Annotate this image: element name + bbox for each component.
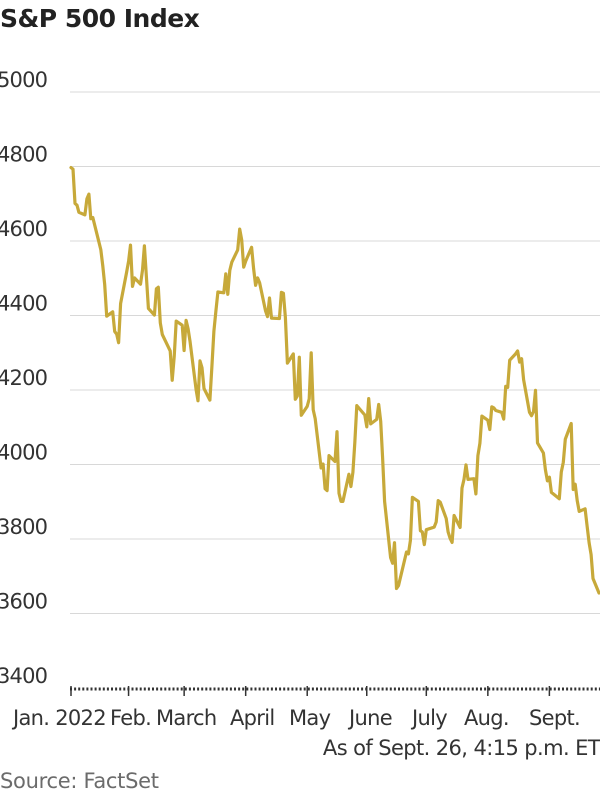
y-tick-label: 4400 [0,292,47,316]
source-note: Source: FactSet [0,769,159,793]
x-month-label: May [289,706,331,730]
y-tick-label: 4200 [0,366,47,390]
y-tick-label: 3600 [0,590,47,614]
sp500-line-chart: 5000 4800 4600 4400 4200 4000 3800 3600 3400 Jan… [0,68,600,730]
y-tick-label: 4800 [0,143,47,167]
gridlines [70,91,600,614]
x-month-label: Aug. [464,706,509,730]
y-tick-label: 3400 [0,664,47,688]
series-group [69,166,600,595]
x-month-label: April [230,706,275,730]
x-month-label: March [156,706,217,730]
chart-title: S&P 500 Index [0,4,200,33]
x-month-label: Jan. 2022 [11,706,106,730]
y-tick-label: 4600 [0,217,47,241]
y-tick-label: 4000 [0,441,47,465]
x-axis [70,686,600,696]
x-month-label: July [410,706,447,730]
as-of-note: As of Sept. 26, 4:15 p.m. ET [322,736,600,760]
x-month-labels: Jan. 2022 Feb. March April May June July Aug. Se… [11,706,581,730]
y-tick-label: 3800 [0,515,47,539]
y-tick-label: 5000 [0,68,47,92]
x-month-label: Feb. [110,706,151,730]
y-tick-labels: 5000 4800 4600 4400 4200 4000 3800 3600 3400 [0,68,48,688]
sp500-series-line [69,166,600,595]
x-month-label: June [347,706,392,730]
x-month-label: Sept. [529,706,580,730]
